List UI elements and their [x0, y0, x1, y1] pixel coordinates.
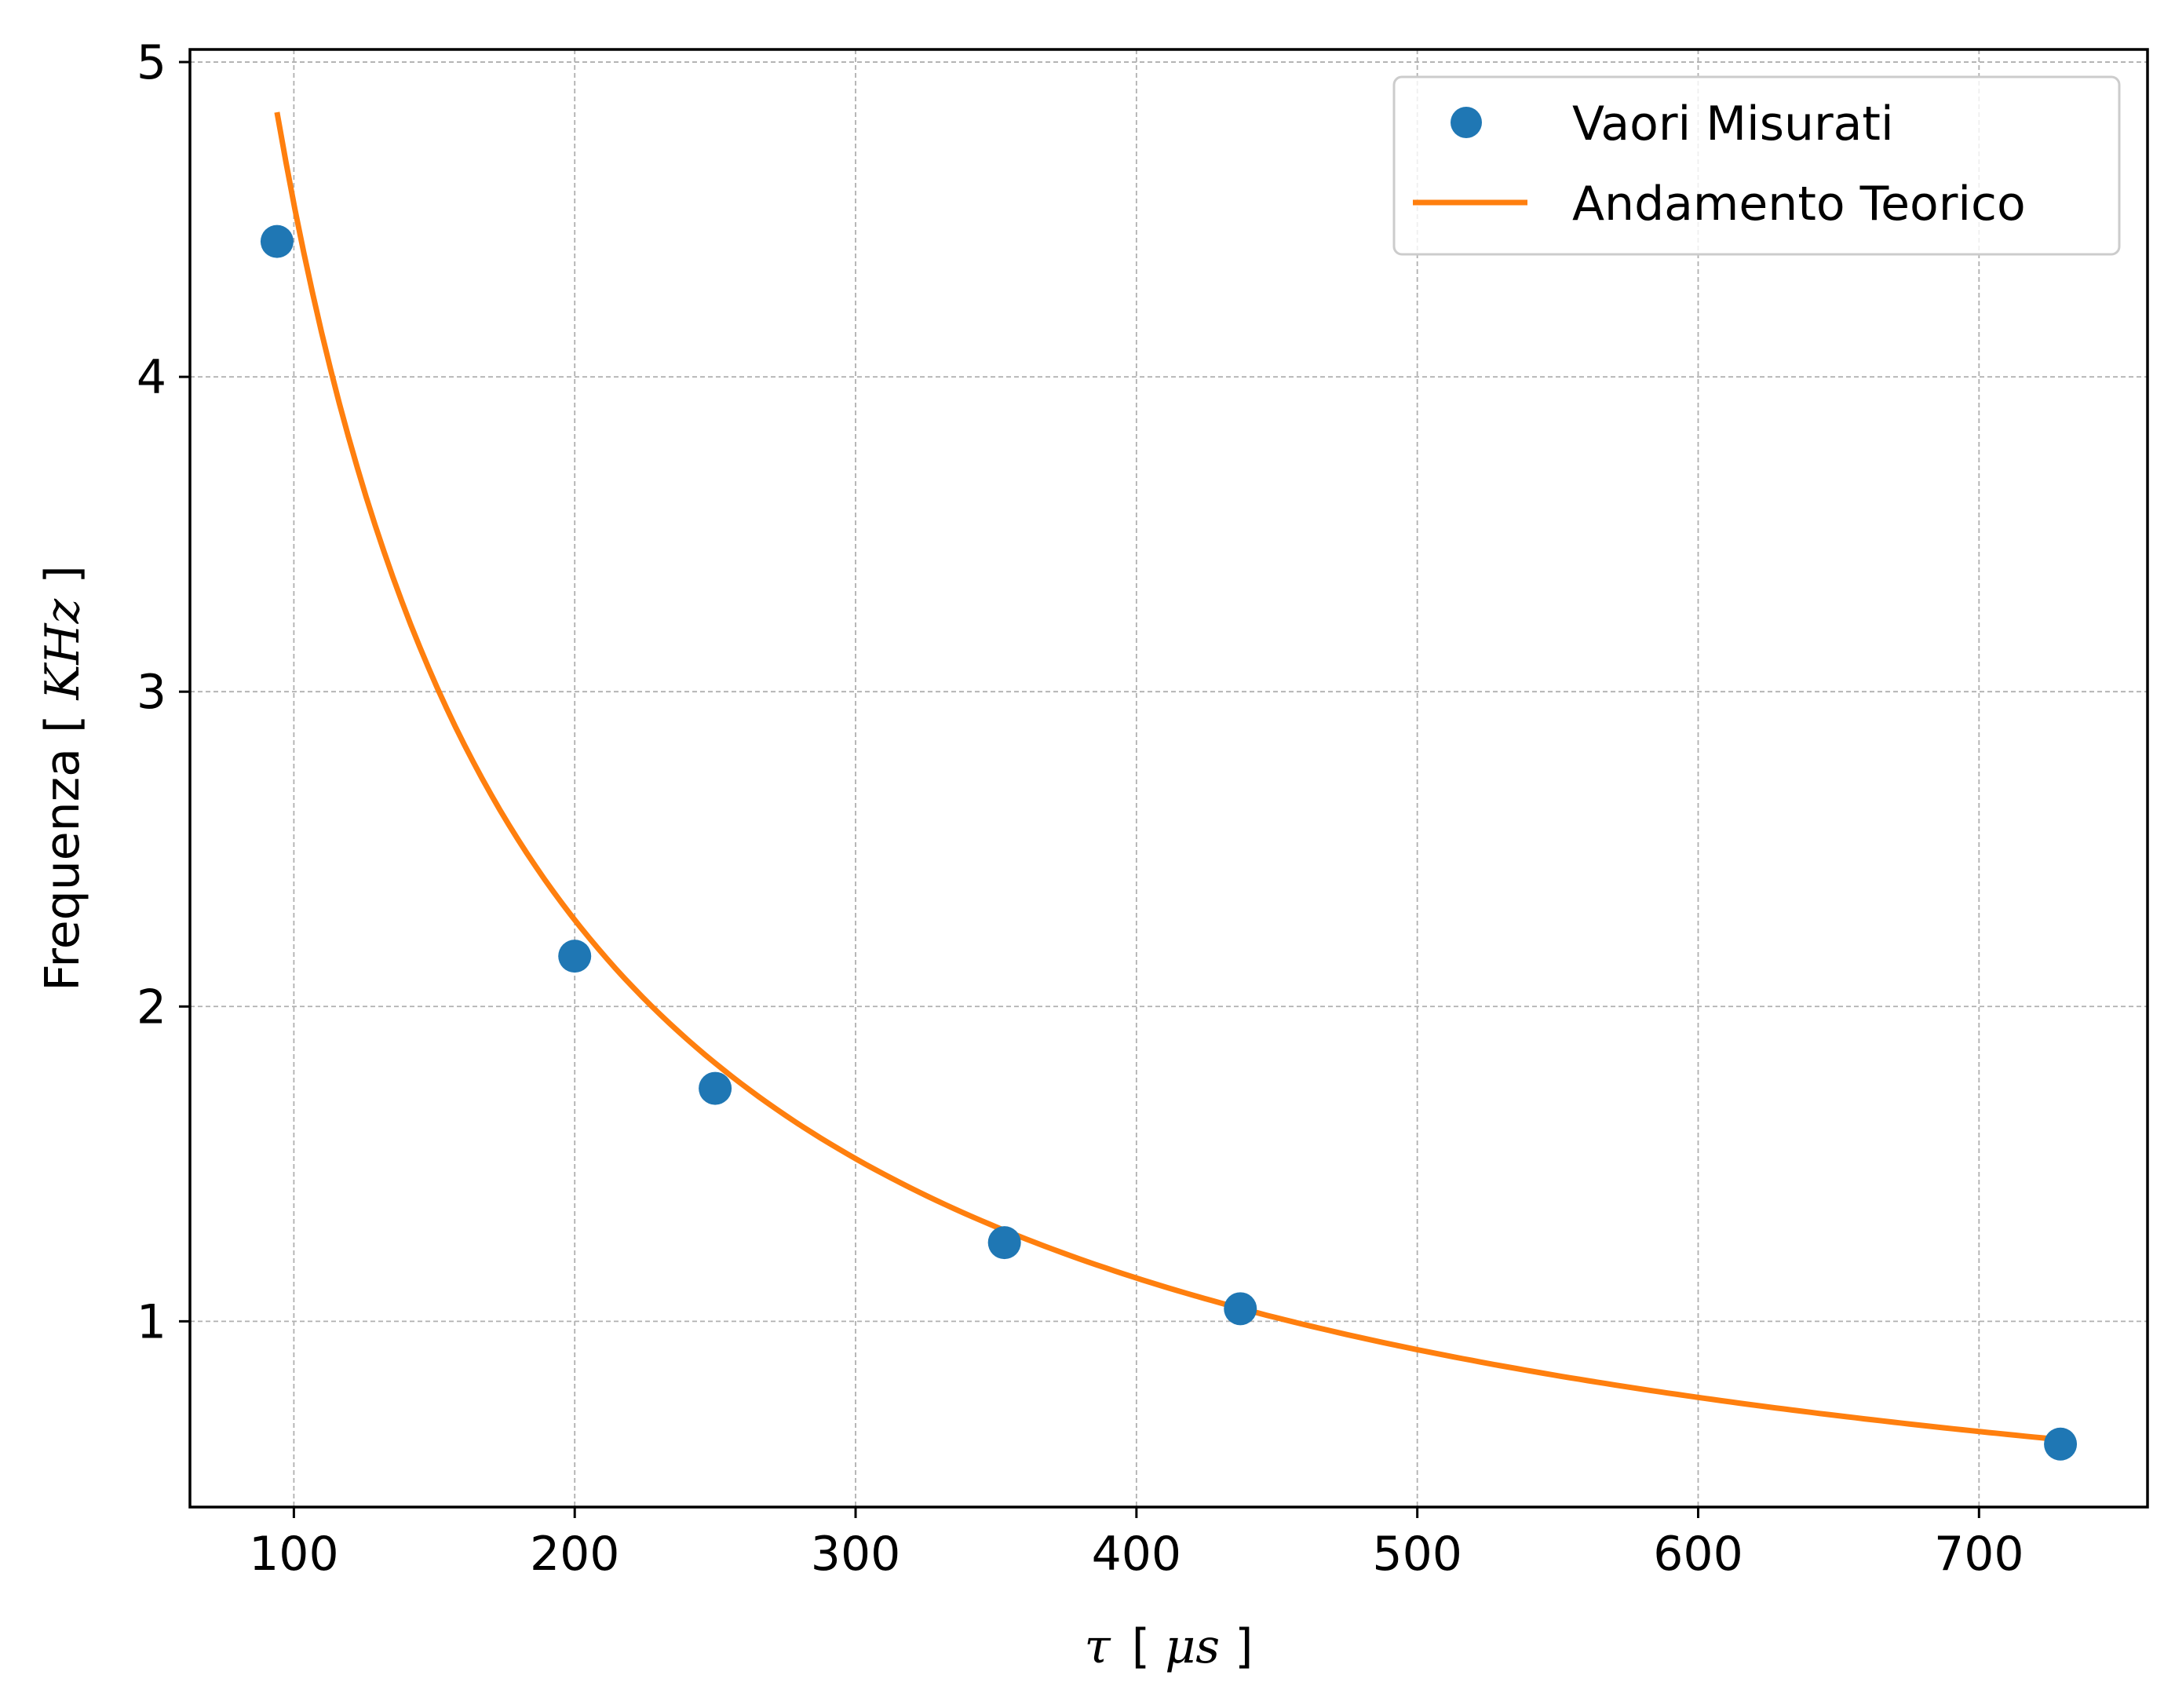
x-tick-label: 300 — [811, 1527, 901, 1582]
y-tick-label: 5 — [137, 35, 166, 90]
y-tick-label: 4 — [137, 350, 166, 405]
plot-frame — [188, 48, 2149, 1509]
data-point — [987, 1226, 1021, 1260]
x-axis-label-unit: μs — [1165, 1619, 1220, 1674]
data-point — [260, 224, 294, 258]
x-tick-label: 400 — [1092, 1527, 1182, 1582]
legend-label-theoretical: Andamento Teorico — [1572, 177, 2026, 232]
data-point — [558, 940, 592, 973]
data-point — [2044, 1427, 2078, 1461]
y-axis-label-close: ] — [35, 565, 90, 583]
x-axis-label-close: ] — [1235, 1619, 1253, 1674]
x-tick-label: 700 — [1934, 1527, 2024, 1582]
y-axis-label-open: [ — [35, 715, 90, 733]
x-axis-label: τ [ μs ] — [1084, 1619, 1253, 1674]
data-point — [699, 1071, 732, 1105]
legend-box — [1392, 75, 2121, 256]
x-axis-label-symbol: τ — [1084, 1619, 1111, 1674]
axis-ticks: 100 200 300 400 500 600 700 1 2 3 4 5 — [137, 35, 2024, 1582]
x-tick-label: 600 — [1653, 1527, 1743, 1582]
x-tick-label: 500 — [1372, 1527, 1462, 1582]
theoretical-curve — [274, 111, 2061, 1443]
y-axis-label-text: Frequenza — [35, 733, 90, 991]
series-layer — [260, 111, 2078, 1461]
y-tick-label: 2 — [137, 980, 166, 1035]
legend: Vaori Misurati Andamento Teorico — [1392, 75, 2121, 256]
y-axis-label: Frequenza [ KHz ] — [35, 565, 90, 991]
y-tick-label: 1 — [137, 1294, 166, 1349]
legend-marker-measured — [1451, 107, 1482, 138]
data-point — [1224, 1292, 1257, 1326]
x-tick-label: 200 — [530, 1527, 620, 1582]
x-axis-label-open: [ — [1132, 1619, 1150, 1674]
x-tick-label: 100 — [249, 1527, 339, 1582]
legend-label-measured: Vaori Misurati — [1572, 97, 1894, 151]
y-axis-label-unit: KHz — [35, 598, 90, 700]
y-tick-label: 3 — [137, 665, 166, 720]
grid — [190, 49, 2148, 1507]
